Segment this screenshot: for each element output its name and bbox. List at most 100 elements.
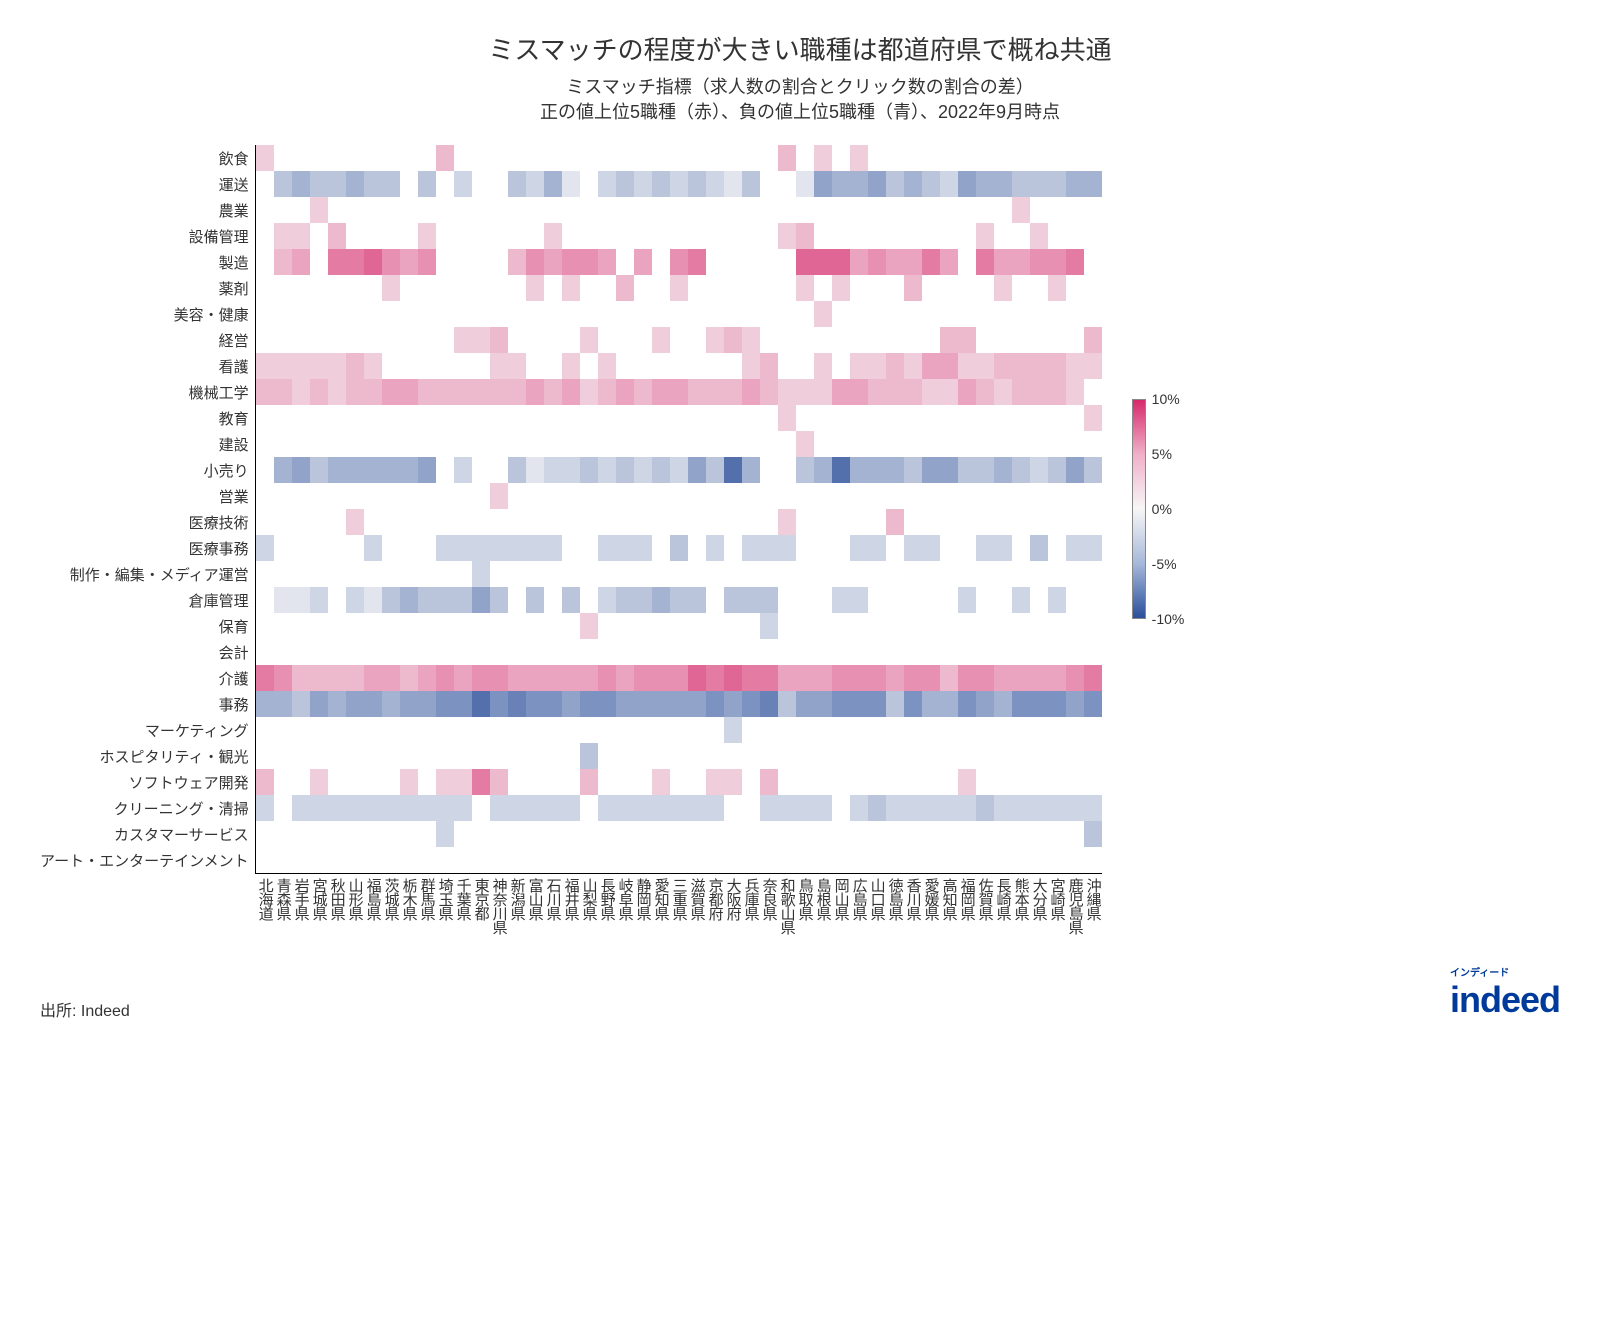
heatmap-cell — [796, 821, 814, 847]
heatmap-cell — [814, 171, 832, 197]
heatmap-cell — [868, 431, 886, 457]
heatmap-cell — [940, 769, 958, 795]
x-tick-label: 茨城県 — [381, 878, 399, 934]
heatmap-cell — [400, 431, 418, 457]
heatmap-cell — [598, 743, 616, 769]
heatmap-cell — [850, 769, 868, 795]
y-tick-label: 機械工学 — [40, 379, 249, 405]
heatmap-cell — [742, 847, 760, 873]
heatmap-cell — [814, 509, 832, 535]
heatmap-cell — [328, 717, 346, 743]
heatmap-cell — [1066, 535, 1084, 561]
heatmap-cell — [1012, 275, 1030, 301]
heatmap-cell — [346, 821, 364, 847]
heatmap-cell — [742, 353, 760, 379]
heatmap-cell — [976, 847, 994, 873]
heatmap-cell — [364, 483, 382, 509]
heatmap-cell — [580, 249, 598, 275]
heatmap-cell — [310, 379, 328, 405]
heatmap-cell — [310, 327, 328, 353]
heatmap-cell — [310, 145, 328, 171]
heatmap-cell — [472, 145, 490, 171]
heatmap-cell — [1030, 847, 1048, 873]
heatmap-cell — [598, 145, 616, 171]
heatmap-cell — [976, 769, 994, 795]
x-tick-label: 富山県 — [525, 878, 543, 934]
heatmap-cell — [526, 379, 544, 405]
heatmap-cell — [850, 821, 868, 847]
heatmap-cell — [346, 457, 364, 483]
heatmap-cell — [742, 197, 760, 223]
heatmap-cell — [364, 509, 382, 535]
heatmap-cell — [652, 587, 670, 613]
heatmap-cell — [796, 509, 814, 535]
heatmap-cell — [310, 717, 328, 743]
heatmap-cell — [598, 353, 616, 379]
heatmap-cell — [616, 223, 634, 249]
heatmap-cell — [418, 639, 436, 665]
heatmap-cell — [904, 795, 922, 821]
heatmap-cell — [526, 171, 544, 197]
heatmap-cell — [706, 691, 724, 717]
heatmap-cell — [778, 483, 796, 509]
heatmap-cell — [778, 197, 796, 223]
heatmap-cell — [904, 197, 922, 223]
heatmap-cell — [1012, 457, 1030, 483]
heatmap-cell — [742, 171, 760, 197]
heatmap-cell — [526, 223, 544, 249]
heatmap-cell — [652, 223, 670, 249]
heatmap-row — [256, 769, 1102, 795]
heatmap-row — [256, 275, 1102, 301]
heatmap-cell — [778, 327, 796, 353]
heatmap-cell — [580, 275, 598, 301]
heatmap-cell — [706, 717, 724, 743]
heatmap-cell — [1012, 223, 1030, 249]
heatmap-cell — [598, 171, 616, 197]
y-tick-label: 医療技術 — [40, 509, 249, 535]
heatmap-cell — [418, 197, 436, 223]
heatmap-cell — [670, 847, 688, 873]
heatmap-cell — [634, 223, 652, 249]
heatmap-cell — [670, 743, 688, 769]
heatmap-cell — [868, 613, 886, 639]
heatmap-cell — [724, 769, 742, 795]
x-tick-label: 熊本県 — [1011, 878, 1029, 934]
heatmap-cell — [886, 665, 904, 691]
heatmap-cell — [688, 821, 706, 847]
heatmap-cell — [490, 223, 508, 249]
heatmap-cell — [904, 847, 922, 873]
colorbar-tick-label: 5% — [1152, 446, 1172, 462]
heatmap-row — [256, 457, 1102, 483]
heatmap-cell — [274, 769, 292, 795]
heatmap-cell — [364, 379, 382, 405]
heatmap-cell — [940, 431, 958, 457]
heatmap-cell — [616, 171, 634, 197]
heatmap-cell — [580, 639, 598, 665]
y-tick-label: 飲食 — [40, 145, 249, 171]
heatmap-cell — [382, 665, 400, 691]
heatmap-cell — [382, 327, 400, 353]
heatmap-cell — [1030, 457, 1048, 483]
heatmap-cell — [562, 587, 580, 613]
heatmap-cell — [292, 821, 310, 847]
x-tick-label: 島根県 — [813, 878, 831, 934]
heatmap-cell — [382, 795, 400, 821]
y-tick-label: 営業 — [40, 483, 249, 509]
heatmap-cell — [796, 613, 814, 639]
heatmap-cell — [652, 327, 670, 353]
heatmap-cell — [472, 691, 490, 717]
heatmap-cell — [904, 171, 922, 197]
heatmap-cell — [562, 769, 580, 795]
heatmap-cell — [706, 795, 724, 821]
heatmap-cell — [1030, 327, 1048, 353]
heatmap-cell — [778, 379, 796, 405]
colorbar-tick-label: -5% — [1152, 556, 1177, 572]
heatmap-cell — [724, 275, 742, 301]
heatmap-cell — [292, 535, 310, 561]
heatmap-cell — [562, 431, 580, 457]
heatmap-cell — [274, 379, 292, 405]
heatmap-cell — [652, 535, 670, 561]
heatmap-cell — [598, 847, 616, 873]
heatmap-cell — [292, 275, 310, 301]
heatmap-cell — [742, 639, 760, 665]
